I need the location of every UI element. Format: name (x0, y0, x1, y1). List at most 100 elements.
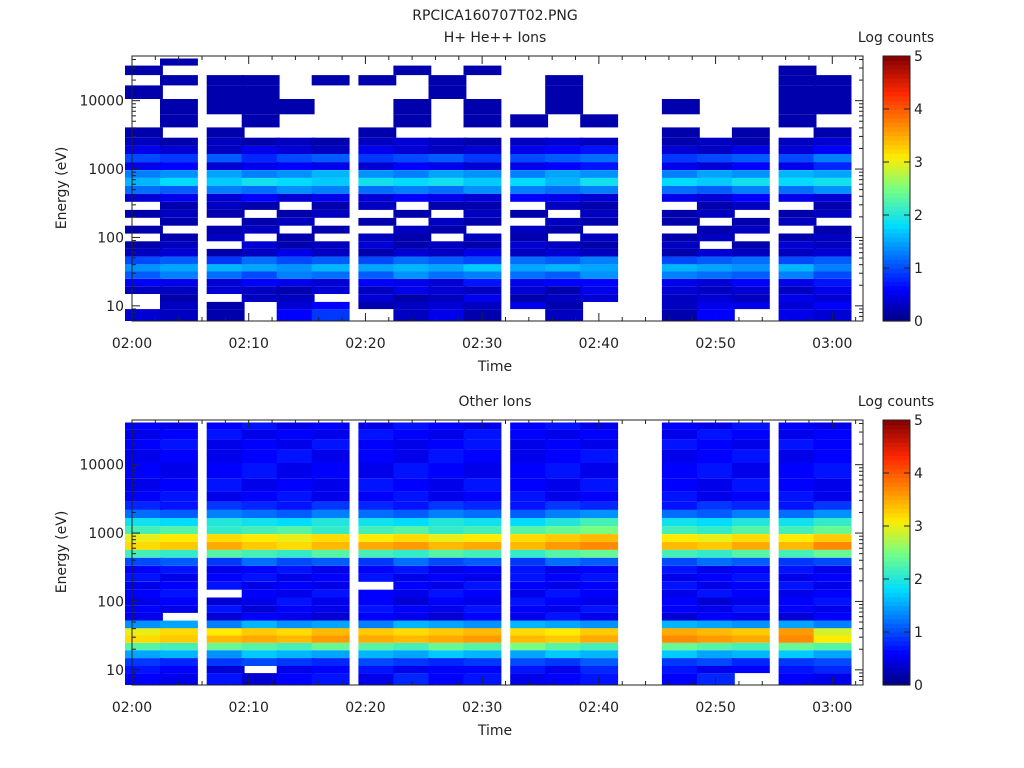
heatmap-cell (463, 620, 502, 629)
colorbar-segment (883, 437, 910, 443)
heatmap-cell (696, 549, 735, 558)
heatmap-cell (696, 185, 735, 194)
heatmap-cell (510, 422, 549, 430)
heatmap-cell (276, 518, 315, 527)
heatmap-cell (160, 635, 198, 643)
colorbar-segment (883, 464, 910, 470)
heatmap-cell (358, 241, 397, 249)
heatmap-cell (696, 518, 735, 527)
heatmap-cell (545, 534, 584, 542)
heatmap-cell (393, 628, 432, 636)
heatmap-cell (661, 193, 700, 202)
heatmap-cell (661, 233, 700, 242)
heatmap-cell (731, 612, 770, 621)
heatmap-cell (428, 309, 467, 321)
heatmap-cell (510, 114, 549, 128)
heatmap-cell (206, 565, 245, 574)
heatmap-cell (206, 127, 245, 138)
colorbar-segment (883, 294, 910, 300)
heatmap-cell (276, 581, 315, 590)
heatmap-cell (696, 589, 735, 598)
heatmap-cell (241, 154, 280, 163)
heatmap-cell (661, 170, 700, 178)
heatmap-cell (661, 137, 700, 146)
heatmap-cell (778, 114, 817, 128)
colorbar-segment (883, 556, 910, 562)
heatmap-cell (463, 665, 502, 674)
heatmap-cell (428, 589, 467, 598)
heatmap-cell (358, 193, 397, 202)
colorbar-segment (883, 534, 910, 540)
heatmap-cell (545, 294, 584, 302)
heatmap-cell (160, 557, 198, 566)
panel-h-he-ions: H+ He++ Ions Log counts Energy (eV) Time… (54, 30, 934, 375)
heatmap-cell (428, 248, 467, 257)
heatmap-cell (463, 114, 502, 128)
y-axis-label: Energy (eV) (54, 147, 70, 230)
heatmap-cell (125, 628, 163, 636)
heatmap-cell (206, 597, 245, 606)
colorbar-segment (883, 671, 910, 677)
heatmap-cell (813, 256, 852, 265)
heatmap-cell (813, 612, 852, 621)
heatmap-cell (510, 439, 549, 450)
heatmap-cell (778, 665, 817, 674)
colorbar-segment (883, 521, 910, 527)
heatmap-cell (428, 463, 467, 479)
colorbar-tick-label: 1 (914, 261, 923, 277)
x-tick-label: 03:00 (812, 700, 852, 716)
heatmap-cell (241, 271, 280, 279)
heatmap-cell (241, 491, 280, 502)
colorbar-segment (883, 223, 910, 229)
heatmap-cell (160, 170, 198, 178)
heatmap-cell (206, 170, 245, 178)
heatmap-cell (358, 642, 397, 651)
heatmap-cell (731, 439, 770, 450)
heatmap-cell (731, 642, 770, 651)
heatmap-cell (276, 193, 315, 202)
heatmap-cell (428, 439, 467, 450)
colorbar-segment (883, 298, 910, 304)
heatmap-cell (545, 501, 584, 510)
heatmap-cell (206, 673, 245, 685)
heatmap-cell (276, 526, 315, 534)
heatmap-cell (463, 491, 502, 502)
heatmap-cell (428, 278, 467, 287)
heatmap-cell (276, 549, 315, 558)
heatmap-cell (206, 193, 245, 202)
heatmap-cell (510, 449, 549, 463)
heatmap-cell (545, 241, 584, 249)
heatmap-cell (731, 185, 770, 194)
heatmap-cell (160, 526, 198, 534)
heatmap-cell (276, 309, 315, 321)
heatmap-cell (696, 256, 735, 265)
colorbar-segment (883, 455, 910, 461)
heatmap-cell (661, 501, 700, 510)
heatmap-cell (160, 534, 198, 542)
heatmap-cell (731, 565, 770, 574)
heatmap-cell (358, 162, 397, 170)
heatmap-cell (545, 573, 584, 582)
heatmap-cell (463, 99, 502, 115)
heatmap-cell (545, 650, 584, 658)
heatmap-cell (276, 145, 315, 154)
heatmap-cell (463, 241, 502, 249)
heatmap-cell (696, 177, 735, 186)
heatmap-cell (696, 439, 735, 450)
heatmap-cell (125, 509, 163, 518)
colorbar-segment (883, 667, 910, 673)
heatmap-cell (311, 557, 350, 566)
heatmap-cell (358, 127, 397, 138)
heatmap-cell (813, 225, 852, 234)
colorbar-segment (883, 680, 910, 686)
heatmap-cell (731, 145, 770, 154)
heatmap-cell (661, 449, 700, 463)
heatmap-cell (463, 565, 502, 574)
heatmap-cell (311, 286, 350, 294)
heatmap-cell (206, 429, 245, 440)
heatmap-cell (125, 429, 163, 440)
heatmap-cell (813, 85, 852, 99)
heatmap-cell (510, 628, 549, 636)
colorbar-tick-label: 4 (914, 102, 923, 118)
heatmap-cell (731, 581, 770, 590)
